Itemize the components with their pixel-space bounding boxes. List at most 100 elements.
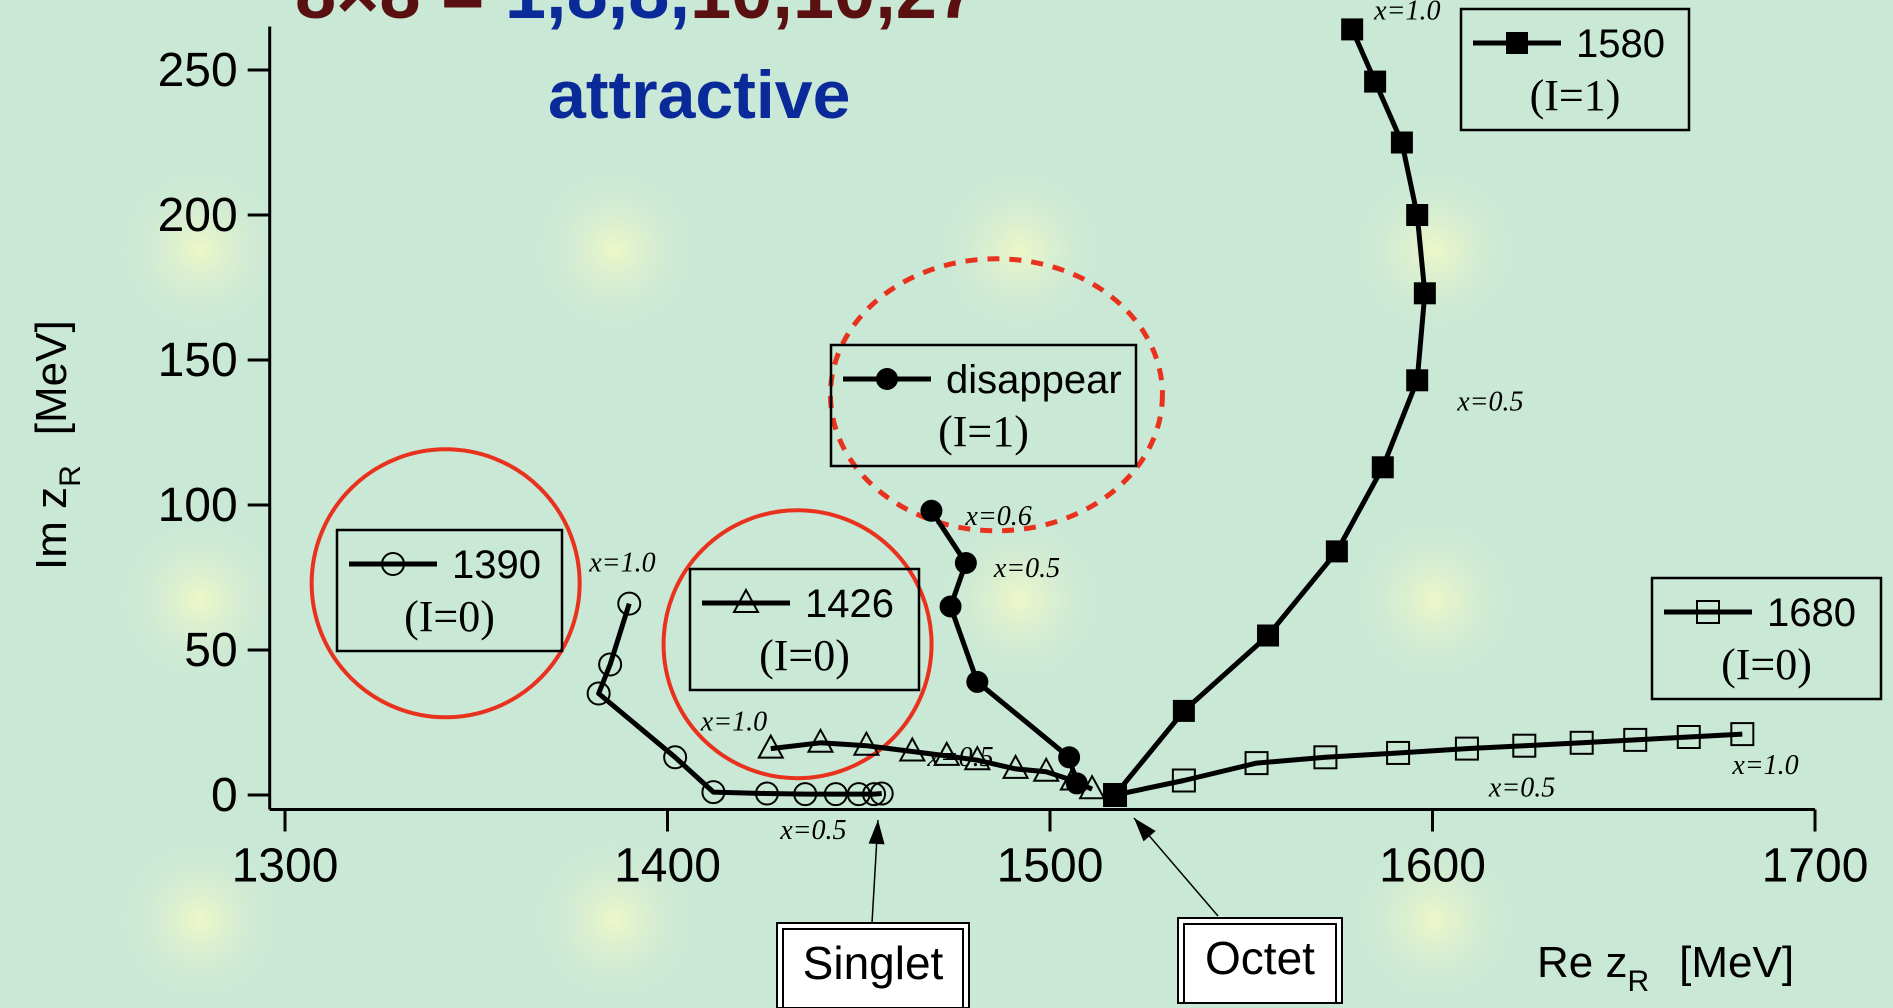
background-glow-2 [925, 155, 1115, 345]
x-tick-label-1400: 1400 [614, 840, 721, 893]
point-1680-4 [1386, 740, 1411, 765]
point-1390-5 [754, 781, 779, 806]
series-1680 [1103, 722, 1755, 807]
background-glow-6 [520, 825, 710, 1008]
point-1580-5 [1406, 369, 1429, 392]
point-1680-3 [1313, 745, 1338, 770]
legend-name-1390: 1390 [452, 543, 541, 587]
point-1580-9 [1364, 70, 1387, 93]
legend-1580: 1580 (I=1) [1459, 7, 1691, 132]
point-1680-1 [1171, 768, 1196, 793]
point-1680-9 [1676, 725, 1701, 749]
y-axis-label: Im zR[MeV] [27, 320, 87, 570]
point-1390-4 [701, 780, 726, 805]
point-1580-8 [1390, 131, 1413, 154]
point-disappear-0 [920, 499, 943, 522]
x-annotation-5: x=0.5 [993, 553, 1060, 584]
legend-1426: 1426 (I=0) [688, 567, 921, 692]
legend-marker-1580 [1506, 32, 1528, 54]
point-1580-6 [1413, 282, 1436, 305]
legend-marker-1426 [732, 587, 760, 613]
x-annotation-7: x=0.5 [1456, 386, 1523, 417]
point-disappear-2 [939, 595, 962, 618]
legend-name-1426: 1426 [805, 582, 894, 626]
callout-arrow-head-1 [1134, 818, 1156, 842]
x-annotation-1: x=1.0 [700, 707, 767, 738]
point-disappear-1 [954, 552, 977, 574]
legend-isospin-1580: (I=1) [1530, 71, 1621, 120]
callouts: Singlet Octet [776, 817, 1343, 1008]
legend-isospin-1390: (I=0) [404, 592, 495, 641]
y-tick-label-100: 100 [158, 479, 238, 532]
background-glow-9 [1340, 505, 1530, 695]
legend-isospin-disappear: (I=1) [938, 407, 1029, 456]
legend-1680: 1680 (I=0) [1650, 576, 1883, 701]
x-tick-label-1600: 1600 [1379, 840, 1486, 893]
series-disappear [920, 499, 1088, 795]
legend-name-disappear: disappear [946, 358, 1122, 402]
point-1390-1 [598, 652, 623, 677]
legend-marker-1390 [381, 552, 405, 576]
point-1580-3 [1325, 540, 1348, 563]
y-tick-label-250: 250 [158, 44, 238, 97]
background-glow-1 [520, 155, 710, 345]
point-disappear-4 [1058, 746, 1081, 769]
background-glow-3 [1340, 155, 1530, 345]
legend-box-1426 [688, 567, 921, 692]
point-1580-10 [1341, 18, 1364, 41]
x-annotation-0: x=1.0 [588, 548, 655, 579]
callout-arrow-head-0 [868, 820, 885, 845]
point-1390-0 [617, 591, 642, 616]
point-1426-2 [852, 730, 881, 756]
point-1680-6 [1512, 733, 1537, 758]
highlight-circle-disappear [827, 256, 1165, 534]
chart-title: 8×8 = 1,8,8,10,10,27 [295, 0, 978, 34]
point-1426-0 [757, 733, 785, 759]
point-1580-2 [1257, 624, 1280, 647]
point-1426-4 [933, 740, 961, 766]
point-1680-5 [1454, 736, 1479, 761]
x-annotation-4: x=0.6 [964, 501, 1031, 532]
legend-marker-1680 [1696, 600, 1720, 624]
chart-subtitle: attractive [548, 57, 850, 133]
series-line-1580 [1113, 28, 1428, 797]
x-annotation-2: x=0.5 [779, 815, 846, 846]
callout-inner-1 [1183, 923, 1337, 1004]
callout-label-0: Singlet [803, 937, 944, 989]
point-1680-0 [1103, 783, 1128, 807]
series-line-1426 [770, 740, 1094, 792]
legend-name-1680: 1680 [1767, 591, 1856, 635]
series-1580 [1104, 18, 1436, 806]
series-layer [586, 18, 1755, 807]
point-disappear-3 [966, 670, 989, 693]
point-1580-4 [1371, 456, 1394, 479]
x-annotation-6: x=1.0 [1373, 0, 1440, 26]
callout-label-1: Octet [1205, 932, 1315, 984]
point-1580-7 [1406, 204, 1429, 226]
point-disappear-5 [1065, 772, 1088, 795]
point-1680-7 [1569, 730, 1594, 755]
point-1426-1 [806, 727, 835, 753]
title-prefix: 8×8 = [295, 0, 505, 34]
point-1426-3 [898, 736, 926, 762]
point-1580-1 [1172, 699, 1195, 722]
x-annotation-3: x=0.5 [926, 742, 993, 773]
background-glow-5 [925, 505, 1115, 695]
point-1426-5 [963, 745, 992, 771]
background-pattern [105, 155, 1530, 1008]
highlight-circle-1426 [661, 508, 934, 781]
legend-box-disappear [829, 343, 1138, 468]
legend-isospin-1680: (I=0) [1721, 640, 1812, 689]
x-tick-label-1500: 1500 [997, 840, 1104, 893]
y-tick-label-200: 200 [158, 189, 238, 242]
background-glow-0 [105, 155, 295, 345]
x-annotation-8: x=0.5 [1488, 773, 1555, 804]
point-1426-7 [1032, 756, 1060, 782]
callout-octet: Octet [1133, 817, 1343, 1004]
legend-boxes: 1390 (I=0) 1426 (I=0) disappear (I=1) 1580 (I=1… [335, 7, 1883, 701]
x-annotations: x=1.0 x=1.0 x=0.5 x=0.5 x=0.6 x=0.5 x=1.0 x=0.5… [588, 0, 1798, 846]
series-line-1680 [1114, 731, 1743, 798]
legend-isospin-1426: (I=0) [759, 631, 850, 680]
point-1680-8 [1623, 727, 1648, 752]
